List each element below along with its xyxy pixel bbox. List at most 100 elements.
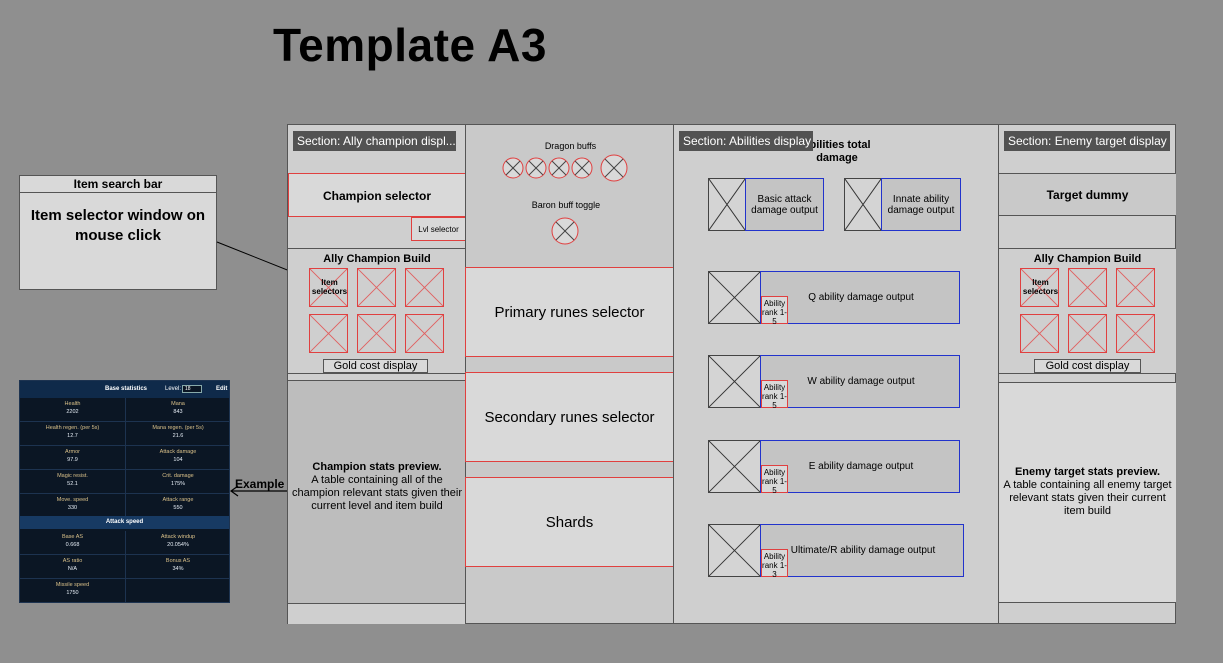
secondary-runes-selector[interactable]: Secondary runes selector: [465, 372, 674, 462]
level-select[interactable]: 18: [182, 385, 202, 393]
stats-table-header: Base statistics Level: 18 Edit: [20, 381, 229, 398]
stat-name: Armor: [65, 449, 80, 455]
stat-cell: Move. speed 330: [20, 494, 125, 518]
basic-attack-damage-output: Basic attack damage output: [745, 178, 824, 231]
stat-value: 0.668: [65, 542, 80, 548]
ability-rank-selector[interactable]: Ability rank 1-5: [761, 380, 788, 410]
ability-damage-row-2: W ability damage output: [760, 355, 960, 408]
innate-ability-damage-output: Innate ability damage output: [881, 178, 961, 231]
stat-value: 843: [173, 409, 183, 415]
dragon-buff-toggle-3[interactable]: [548, 157, 570, 179]
enemy-item-selector-5[interactable]: [1068, 314, 1107, 353]
lvl-selector[interactable]: Lvl selector: [411, 217, 466, 241]
dragon-buff-toggle-2[interactable]: [525, 157, 547, 179]
shards-selector[interactable]: Shards: [465, 477, 674, 567]
cross-icon: [1021, 315, 1058, 352]
dragon-buff-toggle-4[interactable]: [571, 157, 593, 179]
stat-name: Attack damage: [159, 449, 197, 455]
ally-item-selector-1[interactable]: Item selectors: [309, 268, 348, 307]
cross-icon: [1117, 315, 1154, 352]
enemy-item-selector-6[interactable]: [1116, 314, 1155, 353]
ally-item-selector-5[interactable]: [357, 314, 396, 353]
stat-value: 175%: [170, 481, 186, 487]
ally-build-panel: Ally Champion Build Item selectors Gold …: [288, 248, 466, 374]
dragon-buff-icon: [502, 157, 524, 179]
item-search-panel: Item search bar Item selector window on …: [19, 175, 217, 290]
ally-item-selectors-label: Item selectors: [311, 278, 348, 296]
champion-stats-preview: Champion stats preview. A table containi…: [288, 380, 466, 604]
enemy-target-section: Section: Enemy target display Target dum…: [998, 124, 1176, 624]
cross-icon: [358, 269, 395, 306]
stat-name: Missile speed: [55, 582, 90, 588]
ability-rank-selector[interactable]: Ability rank 1-3: [761, 549, 788, 579]
ally-gold-cost-display: Gold cost display: [323, 359, 428, 373]
ally-footer: [288, 603, 466, 624]
cross-icon: [709, 525, 760, 576]
innate-ability-icon: [844, 178, 882, 231]
stat-cell: Attack range 550: [125, 494, 230, 518]
edit-button[interactable]: Edit: [216, 386, 228, 392]
ability-damage-label: Ultimate/R ability damage output: [790, 545, 936, 556]
stat-cell: Attack windup 20.054%: [125, 531, 230, 555]
ability-icon-3: [708, 440, 761, 493]
abilities-section-tag: Section: Abilities display: [679, 131, 813, 151]
dragon-soul-toggle[interactable]: [600, 154, 628, 182]
level-label: Level:: [165, 386, 182, 392]
stat-cell: Health 2202: [20, 398, 125, 422]
stat-value: 12.7: [67, 433, 78, 439]
stat-cell: Crit. damage 175%: [125, 470, 230, 494]
ally-item-selector-3[interactable]: [405, 268, 444, 307]
cross-icon: [1069, 269, 1106, 306]
example-stats-table: Base statistics Level: 18 Edit Health 220…: [19, 380, 230, 603]
page-title: Template A3: [273, 19, 547, 71]
stat-name: Mana: [171, 401, 185, 407]
cross-icon: [358, 315, 395, 352]
baron-buff-toggle[interactable]: [551, 217, 579, 245]
ability-damage-row-4: Ultimate/R ability damage output: [760, 524, 964, 577]
ability-icon-1: [708, 271, 761, 324]
enemy-item-selector-4[interactable]: [1020, 314, 1059, 353]
champion-selector[interactable]: Champion selector: [288, 173, 466, 217]
ally-section-tag: Section: Ally champion displ...: [293, 131, 456, 151]
enemy-item-selector-1[interactable]: Item selectors: [1020, 268, 1059, 307]
ally-item-selector-2[interactable]: [357, 268, 396, 307]
stat-name: Mana regen. (per 5s): [152, 425, 204, 431]
primary-runes-selector[interactable]: Primary runes selector: [465, 267, 674, 357]
stat-value: 1750: [66, 590, 79, 596]
cross-icon: [709, 356, 760, 407]
stat-name: Health: [64, 401, 81, 407]
stat-value: 2202: [66, 409, 79, 415]
stat-value: 20.054%: [167, 542, 189, 548]
enemy-stats-preview: Enemy target stats preview. A table cont…: [999, 382, 1176, 603]
dragon-buff-icon: [571, 157, 593, 179]
basic-attack-icon: [708, 178, 746, 231]
attack-speed-header: Attack speed: [20, 516, 229, 529]
abilities-section: abilities total damage Section: Abilitie…: [673, 124, 999, 624]
dragon-soul-icon: [600, 154, 628, 182]
cross-icon: [310, 269, 347, 306]
stat-value: 52.1: [67, 481, 78, 487]
stat-value: 330: [67, 505, 78, 511]
ability-rank-selector[interactable]: Ability rank 1-5: [761, 296, 788, 326]
stat-cell: Armor 97.9: [20, 446, 125, 470]
target-dummy-selector[interactable]: Target dummy: [999, 173, 1176, 216]
stats-header-title: Base statistics: [105, 386, 148, 392]
enemy-item-selector-2[interactable]: [1068, 268, 1107, 307]
stat-value: N/A: [67, 566, 78, 572]
cross-icon: [709, 441, 760, 492]
dragon-buff-toggle-1[interactable]: [502, 157, 524, 179]
ally-champion-section: Section: Ally champion displ... Champion…: [287, 124, 466, 624]
ability-rank-selector[interactable]: Ability rank 1-5: [761, 465, 788, 495]
item-search-bar[interactable]: Item search bar: [20, 176, 216, 193]
enemy-gold-cost-display: Gold cost display: [1034, 359, 1141, 373]
stat-cell: Magic resist. 52.1: [20, 470, 125, 494]
baron-buff-icon: [551, 217, 579, 245]
ability-icon-4: [708, 524, 761, 577]
ally-item-selector-6[interactable]: [405, 314, 444, 353]
ally-item-selector-4[interactable]: [309, 314, 348, 353]
stat-cell: Base AS 0.668: [20, 531, 125, 555]
stat-value: 34%: [172, 566, 184, 572]
enemy-item-selector-3[interactable]: [1116, 268, 1155, 307]
cross-icon: [1117, 269, 1154, 306]
stat-name: Attack range: [162, 497, 194, 503]
